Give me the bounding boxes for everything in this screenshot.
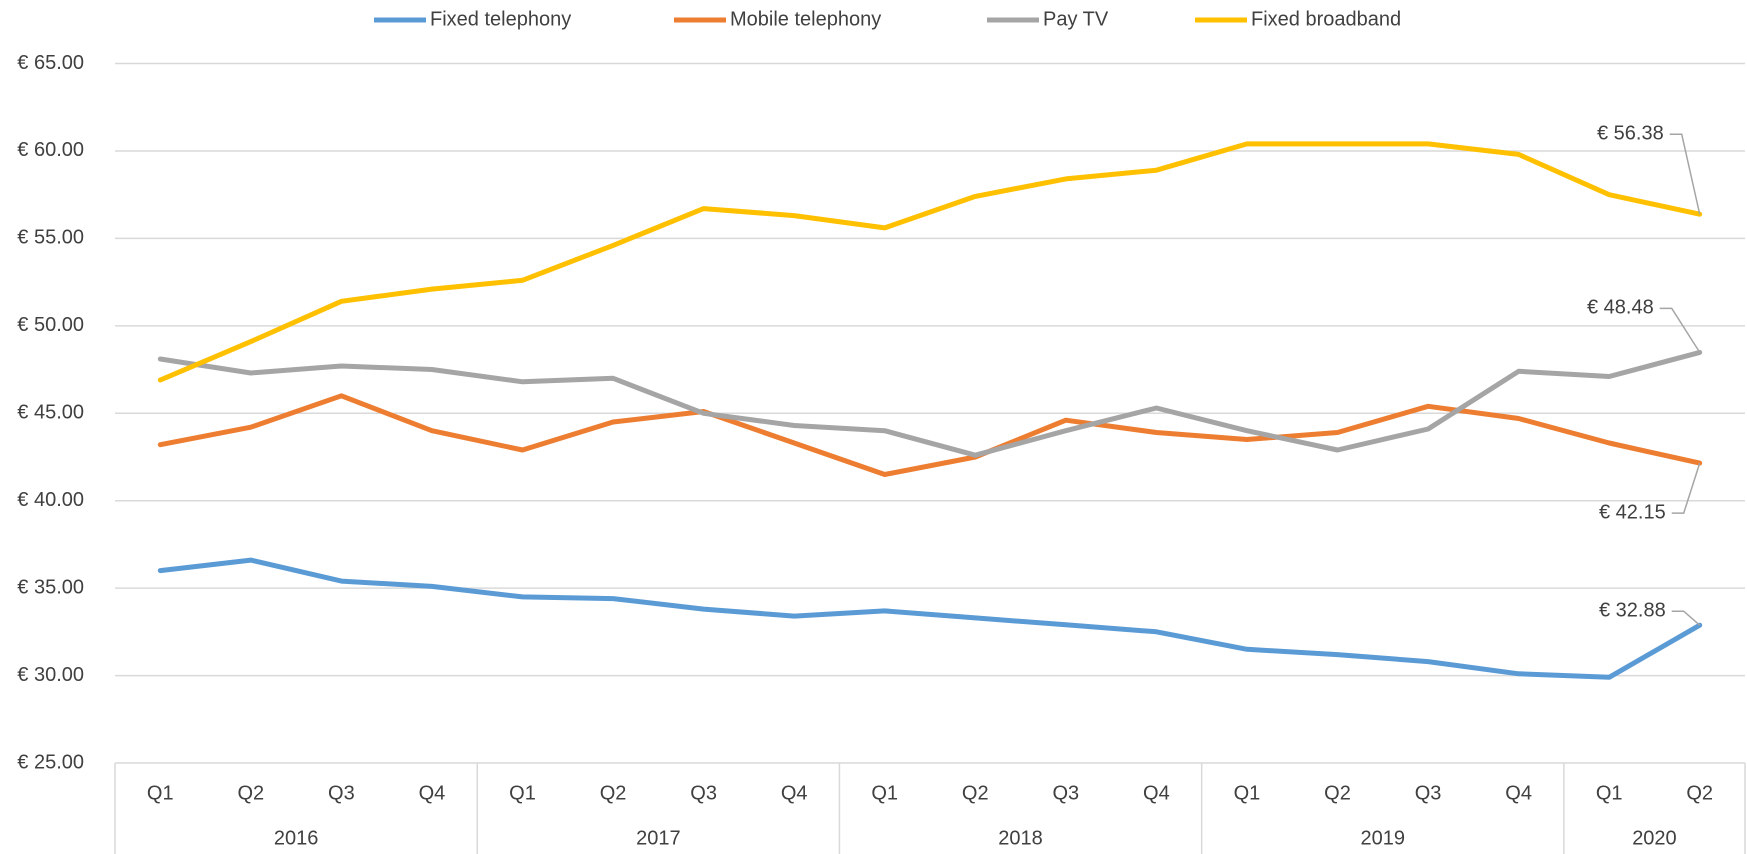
y-tick-label: € 65.00 bbox=[17, 52, 84, 74]
x-tick-label: Q2 bbox=[237, 782, 264, 804]
x-tick-label: Q3 bbox=[328, 782, 355, 804]
x-tick-label: Q1 bbox=[871, 782, 898, 804]
x-tick-label: Q1 bbox=[1596, 782, 1623, 804]
leader-line bbox=[1659, 307, 1701, 353]
x-tick-label: Q1 bbox=[147, 782, 174, 804]
data-label: € 56.38 bbox=[1597, 123, 1664, 145]
legend-label: Pay TV bbox=[1043, 8, 1109, 30]
x-group-label: 2018 bbox=[998, 827, 1043, 849]
y-tick-label: € 35.00 bbox=[17, 576, 84, 598]
x-tick-label: Q2 bbox=[962, 782, 989, 804]
leader-line bbox=[1671, 610, 1701, 626]
data-label: € 32.88 bbox=[1599, 599, 1666, 621]
legend-label: Fixed broadband bbox=[1251, 8, 1401, 30]
x-tick-label: Q4 bbox=[781, 782, 808, 804]
y-tick-label: € 45.00 bbox=[17, 402, 84, 424]
series-line bbox=[157, 557, 1703, 680]
x-group-label: 2019 bbox=[1361, 827, 1406, 849]
x-tick-label: Q4 bbox=[419, 782, 446, 804]
x-tick-label: Q1 bbox=[1234, 782, 1261, 804]
y-tick-label: € 55.00 bbox=[17, 227, 84, 249]
x-group-label: 2020 bbox=[1632, 827, 1677, 849]
x-tick-label: Q4 bbox=[1143, 782, 1170, 804]
leader-line bbox=[1671, 462, 1701, 514]
y-tick-label: € 50.00 bbox=[17, 314, 84, 336]
x-tick-label: Q3 bbox=[690, 782, 717, 804]
x-group-label: 2017 bbox=[636, 827, 681, 849]
data-label: € 42.15 bbox=[1599, 501, 1666, 523]
leader-line bbox=[1669, 133, 1701, 215]
legend-label: Fixed telephony bbox=[430, 8, 571, 30]
series-line bbox=[157, 349, 1703, 458]
x-tick-label: Q4 bbox=[1505, 782, 1532, 804]
x-group-label: 2016 bbox=[274, 827, 319, 849]
y-tick-label: € 40.00 bbox=[17, 489, 84, 511]
data-label: € 48.48 bbox=[1587, 297, 1654, 319]
x-tick-label: Q1 bbox=[509, 782, 536, 804]
y-tick-label: € 30.00 bbox=[17, 664, 84, 686]
x-tick-label: Q2 bbox=[1324, 782, 1351, 804]
x-tick-label: Q3 bbox=[1052, 782, 1079, 804]
legend-label: Mobile telephony bbox=[730, 8, 881, 30]
series-line bbox=[157, 141, 1703, 383]
x-tick-label: Q2 bbox=[600, 782, 627, 804]
y-tick-label: € 25.00 bbox=[17, 751, 84, 773]
y-tick-label: € 60.00 bbox=[17, 139, 84, 161]
x-tick-label: Q3 bbox=[1415, 782, 1442, 804]
series-line bbox=[157, 393, 1703, 477]
x-tick-label: Q2 bbox=[1686, 782, 1713, 804]
